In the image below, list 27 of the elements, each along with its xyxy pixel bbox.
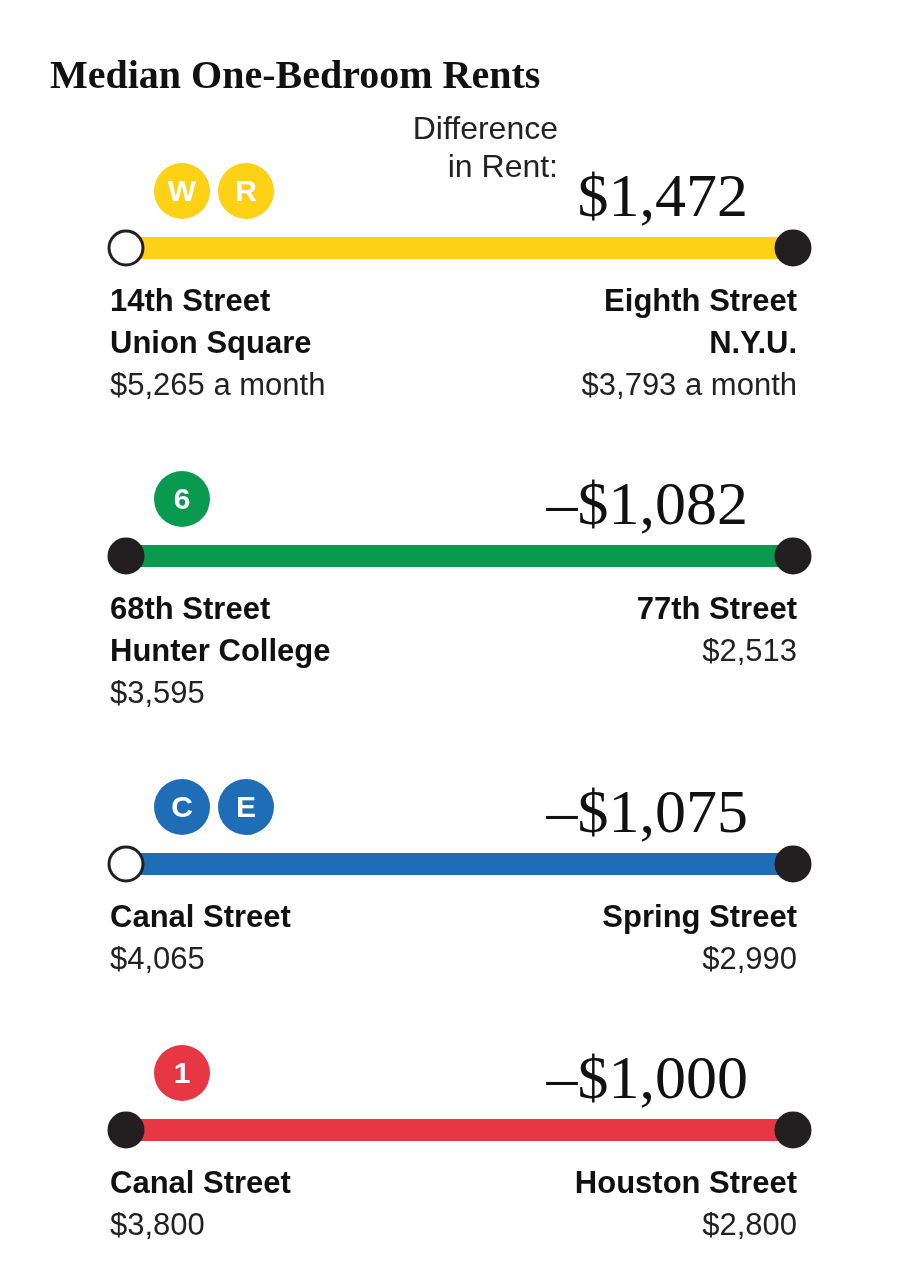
data-label: $4,065 xyxy=(110,941,205,976)
route-badge: R xyxy=(218,163,274,219)
route-badge: 1 xyxy=(154,1045,210,1101)
data-label: $5,265 a month xyxy=(110,367,326,402)
route-badge: E xyxy=(218,779,274,835)
text: –$1,000 xyxy=(545,1043,748,1111)
category-label: Spring Street xyxy=(602,899,797,934)
data-label: $3,595 xyxy=(110,675,205,710)
category-label: Canal Street xyxy=(110,899,291,934)
data-label: $2,800 xyxy=(702,1207,797,1242)
category-label: Canal Street xyxy=(110,1165,291,1200)
category-label: Eighth Street N.Y.U. xyxy=(604,283,797,360)
route-badge: W xyxy=(154,163,210,219)
category-label: 68th Street Hunter College xyxy=(110,591,331,668)
text: –$1,082 xyxy=(545,469,748,537)
text: Difference in Rent: $1,472 xyxy=(412,110,748,229)
route-badge: C xyxy=(154,779,210,835)
data-label: $3,800 xyxy=(110,1207,205,1242)
text: –$1,075 xyxy=(545,777,748,845)
route-badge: 6 xyxy=(154,471,210,527)
category-label: 77th Street xyxy=(636,591,797,626)
category-label: 14th Street Union Square xyxy=(110,283,312,360)
text: Median One-Bedroom Rents xyxy=(50,52,541,97)
data-label: $3,793 a month xyxy=(581,367,797,402)
data-label: $2,513 xyxy=(702,633,797,668)
category-label: Houston Street xyxy=(574,1165,797,1200)
data-label: $2,990 xyxy=(702,941,797,976)
